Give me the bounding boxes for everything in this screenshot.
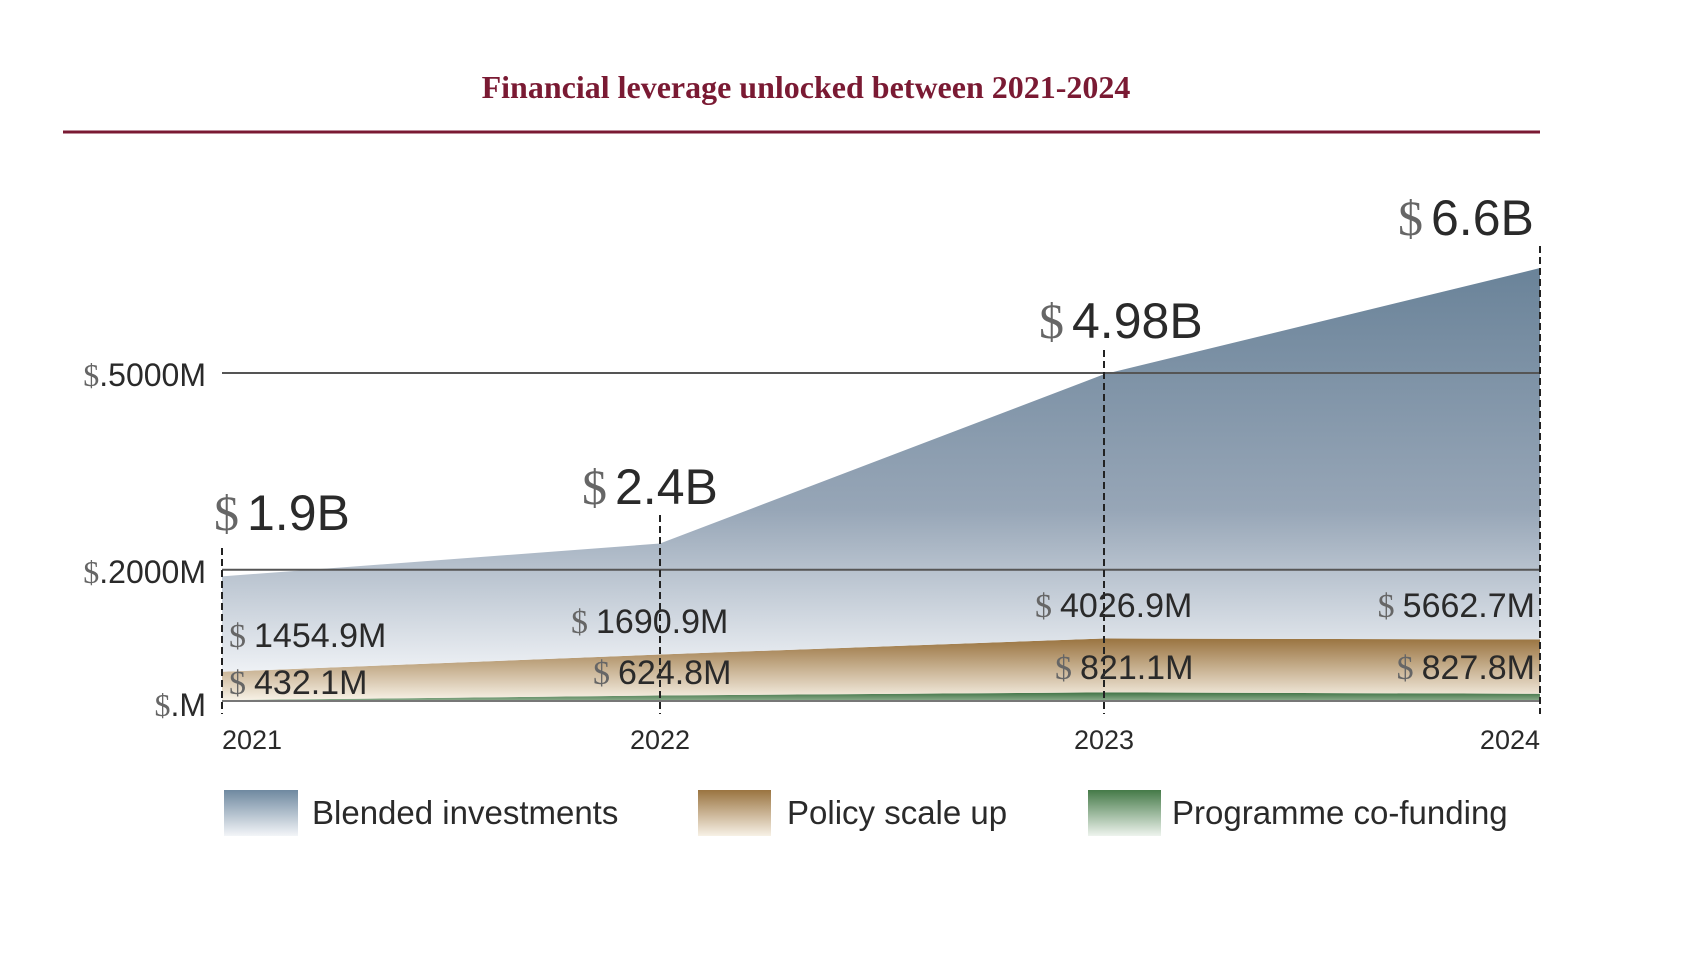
blended-value-label: $5662.7M — [1378, 587, 1535, 625]
blended-value-label: $4026.9M — [1035, 587, 1192, 625]
legend-label-programme: Programme co-funding — [1172, 794, 1508, 831]
x-tick-label: 2022 — [630, 725, 690, 755]
blended-value-label: $1690.9M — [571, 603, 728, 641]
policy-value-label: $821.1M — [1055, 649, 1193, 687]
legend-swatch-programme — [1088, 790, 1161, 836]
x-tick-label: 2024 — [1480, 725, 1540, 755]
policy-value-label: $827.8M — [1397, 649, 1535, 687]
x-tick-label: 2023 — [1074, 725, 1134, 755]
legend: Blended investments Policy scale up Prog… — [224, 790, 1508, 836]
y-tick-label: $.M — [154, 687, 206, 723]
total-label: $4.98B — [1039, 293, 1203, 349]
total-label: $6.6B — [1398, 190, 1534, 246]
x-tick-label: 2021 — [222, 725, 282, 755]
area-programme-co-funding — [222, 692, 1540, 701]
legend-label-policy: Policy scale up — [787, 794, 1007, 831]
legend-swatch-policy — [698, 790, 771, 836]
area-policy-scale-up — [222, 638, 1540, 701]
y-tick-label: $.5000M — [83, 357, 206, 393]
blended-value-label: $1454.9M — [229, 617, 386, 655]
legend-label-blended: Blended investments — [312, 794, 618, 831]
y-tick-label: $.2000M — [83, 554, 206, 590]
area-blended-investments — [222, 268, 1540, 672]
total-label: $2.4B — [582, 459, 718, 515]
policy-value-label: $624.8M — [593, 654, 731, 692]
total-label: $1.9B — [214, 485, 350, 541]
policy-value-label: $432.1M — [229, 664, 367, 702]
legend-swatch-blended — [224, 790, 298, 836]
chart-title: Financial leverage unlocked between 2021… — [482, 69, 1131, 105]
